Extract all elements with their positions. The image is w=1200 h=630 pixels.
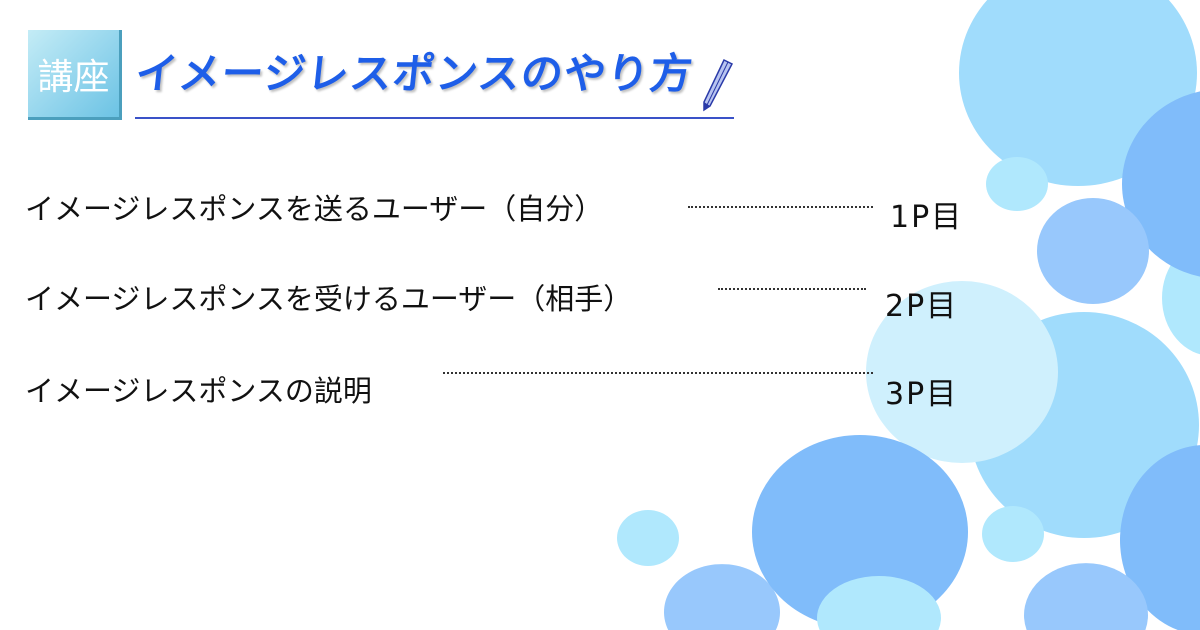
title-underline [135, 117, 734, 119]
bubble [1120, 445, 1200, 630]
toc-leader [443, 372, 873, 374]
bubble [617, 510, 679, 566]
toc-page-number: 3P目 [885, 377, 959, 412]
toc-page-number: 1P目 [890, 200, 964, 235]
bubble [986, 157, 1048, 211]
pencil-icon [703, 58, 734, 112]
toc-page-number: 2P目 [885, 289, 959, 324]
toc-item-label: イメージレスポンスを受けるユーザー（相手） [25, 282, 633, 316]
bubble [664, 564, 780, 630]
bubble [1024, 563, 1148, 630]
bubble [1037, 198, 1149, 304]
bubble [866, 281, 1058, 463]
toc-leader [688, 206, 873, 208]
toc-item-label: イメージレスポンスを送るユーザー（自分） [25, 192, 604, 226]
page-title: イメージレスポンスのやり方 [133, 49, 696, 98]
bubble [816, 575, 941, 630]
toc-item-label: イメージレスポンスの説明 [25, 374, 372, 408]
bubble [752, 435, 968, 629]
toc-leader [718, 288, 866, 290]
course-badge: 講座 [28, 30, 122, 120]
bubble [982, 506, 1044, 562]
